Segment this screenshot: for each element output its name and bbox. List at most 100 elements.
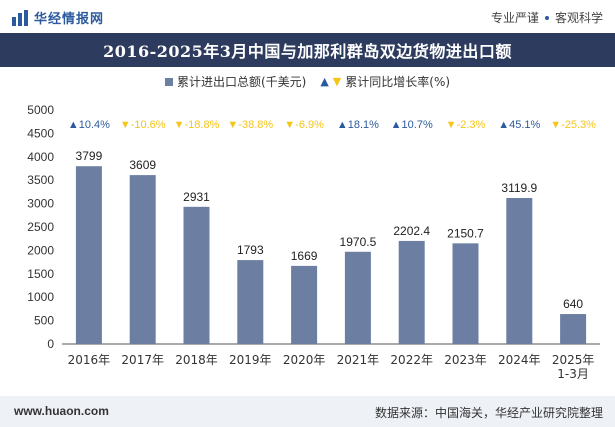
bar [452,243,479,344]
x-tick-label: 2018年 [175,353,218,367]
bar [398,240,425,344]
growth-value: -38.8% [238,119,273,131]
triangle-up-icon: ▲ [498,119,509,131]
legend: 累计进出口总额(千美元) ▲ ▼ 累计同比增长率(%) [0,73,615,90]
y-tick-label: 5000 [27,103,54,117]
top-bar: 华经情报网 专业严谨 客观科学 [0,0,615,33]
bar [560,314,587,344]
bar-chart: 0 500 1000 1500 2000 2500 3000 3500 4000 4500 5000… [27,103,600,381]
x-tick-label: 2020年 [283,353,326,367]
footer: www.huaon.com 数据来源：中国海关，华经产业研究院整理 [0,396,615,427]
x-tick-label: 2025年 [552,353,595,367]
growth-text: ▲10.7% [391,119,433,131]
triangle-up-icon: ▲ [337,119,348,131]
y-tick-label: 3000 [27,197,54,211]
x-tick-label: 2019年 [229,353,272,367]
y-tick-label: 1500 [27,267,54,281]
bar-value-label: 640 [563,297,583,311]
y-tick-label: 0 [47,337,54,351]
growth-value: 10.4% [79,119,110,131]
y-tick-label: 2500 [27,220,54,234]
legend-item-growth: ▲ ▼ 累计同比增长率(%) [320,73,450,90]
growth-value: -18.8% [185,119,220,131]
growth-text: ▼-38.8% [227,119,273,131]
brand-name: 华经情报网 [34,12,105,27]
tagline-left: 专业严谨 [490,11,539,25]
growth-value: -10.6% [131,119,166,131]
dot-icon [544,15,549,20]
growth-text: ▲10.4% [68,119,110,131]
title-bar: 2016-2025年3月中国与加那利群岛双边货物进出口额 [0,33,615,67]
triangle-down-icon: ▼ [227,119,238,131]
x-tick-label: 2017年 [121,353,164,367]
bar [291,265,318,344]
logo-bars-icon [12,9,28,26]
bar [183,206,210,344]
footer-source: 数据来源：中国海关，华经产业研究院整理 [374,406,603,420]
triangle-down-icon: ▼ [332,75,342,88]
x-tick-label: 2024年 [498,353,541,367]
bar-value-label: 2931 [183,190,210,204]
growth-text: ▼-2.3% [446,119,486,131]
chart-axes: 0 500 1000 1500 2000 2500 3000 3500 4000 4500 5000 [27,103,600,351]
growth-label: ▼-18.8% [174,119,220,131]
bar-value-label: 3119.9 [501,181,537,195]
growth-label: ▼-6.9% [284,119,324,131]
growth-text: ▼-18.8% [174,119,220,131]
growth-text: ▼-10.6% [120,119,166,131]
triangle-down-icon: ▼ [174,119,185,131]
y-tick-label: 500 [34,314,54,328]
bar [344,251,371,344]
triangle-up-icon: ▲ [391,119,402,131]
x-tick-label: 2016年 [68,353,111,367]
growth-value: 10.7% [402,119,433,131]
footer-url: www.huaon.com [14,404,109,418]
growth-label: ▼-2.3% [446,119,486,131]
growth-label: ▼-25.3% [550,119,596,131]
triangle-up-icon: ▲ [320,75,329,88]
bar [75,166,102,344]
bar-value-label: 3799 [76,149,103,163]
growth-label: ▲10.4% [68,119,110,131]
bar [237,260,264,344]
growth-text: ▲18.1% [337,119,379,131]
y-tick-label: 2000 [27,243,54,257]
triangle-up-icon: ▲ [68,119,79,131]
bar-swatch-icon [164,77,173,86]
growth-value: -6.9% [295,119,324,131]
y-tick-label: 3500 [27,173,54,187]
x-tick-label: 2023年 [444,353,487,367]
growth-label: ▼-10.6% [120,119,166,131]
growth-value: 45.1% [509,119,540,131]
triangle-down-icon: ▼ [446,119,457,131]
bar-value-label: 2202.4 [393,224,430,238]
y-tick-label: 4000 [27,150,54,164]
triangle-down-icon: ▼ [284,119,295,131]
x-tick-label: 1-3月 [557,367,589,381]
chart-title: 2016-2025年3月中国与加那利群岛双边货物进出口额 [103,42,512,61]
growth-label: ▲18.1% [337,119,379,131]
tagline-right: 客观科学 [554,11,603,25]
legend-item-total: 累计进出口总额(千美元) [164,73,307,90]
growth-label: ▲45.1% [498,119,540,131]
x-tick-label: 2021年 [337,353,380,367]
bar-value-label: 1669 [291,249,318,263]
chart-bars: 3799 2016年 3609 2017年 2931 2018年 1793 2019年 1669… [68,149,595,381]
growth-value: 18.1% [348,119,379,131]
brand: 华经情报网 [12,8,104,27]
bar-value-label: 3609 [129,158,156,172]
bar [506,197,533,344]
growth-text: ▼-25.3% [550,119,596,131]
legend-label-growth: 累计同比增长率(%) [345,75,451,89]
x-tick-label: 2022年 [390,353,433,367]
legend-label-total: 累计进出口总额(千美元) [176,75,307,89]
triangle-down-icon: ▼ [550,119,561,131]
bar-value-label: 1793 [237,243,264,257]
bar-value-label: 1970.5 [340,235,377,249]
growth-text: ▼-6.9% [284,119,324,131]
y-tick-label: 4500 [27,126,54,140]
growth-row: ▲10.4% ▼-10.6% ▼-18.8% ▼-38.8% ▼-6.9% ▲18.1% ▲… [68,119,596,131]
bar-value-label: 2150.7 [447,226,484,240]
growth-value: -2.3% [457,119,486,131]
growth-label: ▼-38.8% [227,119,273,131]
